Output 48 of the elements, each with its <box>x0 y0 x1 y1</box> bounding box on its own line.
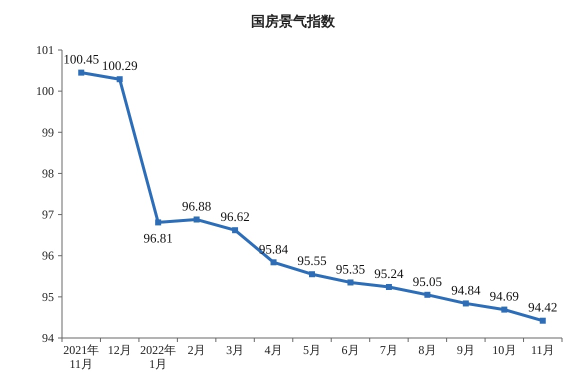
y-tick-label: 97 <box>42 208 54 222</box>
point <box>424 292 430 298</box>
x-tick-label: 8月 <box>418 343 436 357</box>
data-label: 95.55 <box>297 253 327 268</box>
data-label: 94.69 <box>490 288 519 304</box>
y-tick-label: 101 <box>36 43 54 57</box>
data-label: 94.84 <box>451 282 481 298</box>
x-tick-label: 4月 <box>264 343 283 357</box>
point <box>78 70 84 76</box>
chart-title: 国房景气指数 <box>251 13 336 30</box>
data-label: 95.24 <box>374 266 404 281</box>
point <box>232 227 238 234</box>
x-tick-label: 7月 <box>380 343 398 357</box>
point <box>462 300 469 306</box>
data-label: 95.35 <box>336 261 366 276</box>
y-tick-label: 96 <box>42 248 54 263</box>
x-tick-label: 6月 <box>341 343 360 357</box>
point <box>540 318 546 324</box>
data-label: 96.62 <box>220 209 250 224</box>
data-label: 100.45 <box>63 52 100 67</box>
x-tick-label: 9月 <box>456 343 475 357</box>
data-label: 94.42 <box>528 300 558 315</box>
data-label: 96.81 <box>144 230 173 246</box>
point <box>155 219 162 226</box>
y-tick-label: 94 <box>42 331 54 345</box>
data-label: 95.05 <box>412 274 442 289</box>
point <box>270 259 277 266</box>
x-tick-label: 10月 <box>492 343 516 357</box>
x-tick-label: 11月 <box>530 343 555 357</box>
x-tick-label: 2月 <box>188 343 206 357</box>
data-label: 100.29 <box>102 58 138 74</box>
point <box>501 306 508 313</box>
x-tick-label: 5月 <box>303 343 321 357</box>
x-tick-label: 2021年 11月 <box>63 343 100 371</box>
x-tick-label: 2022年 1月 <box>140 343 176 371</box>
data-label: 95.84 <box>258 241 289 256</box>
point <box>309 271 315 278</box>
x-tick-label: 3月 <box>226 343 244 357</box>
point <box>347 279 354 286</box>
data-label: 96.88 <box>182 198 212 214</box>
point <box>194 216 200 223</box>
y-tick-label: 98 <box>42 166 54 180</box>
y-tick-label: 99 <box>42 125 54 140</box>
y-tick-label: 95 <box>42 290 54 304</box>
x-tick-label: 12月 <box>108 343 132 357</box>
point <box>386 284 392 290</box>
y-tick-label: 100 <box>36 84 54 98</box>
point <box>116 76 123 82</box>
